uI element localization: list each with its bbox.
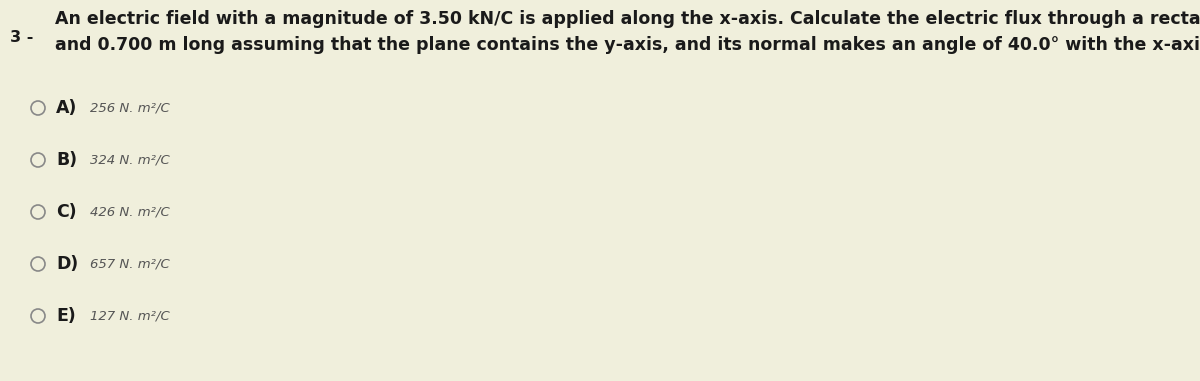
Text: 127 N. m²/C: 127 N. m²/C	[90, 309, 169, 322]
Text: 324 N. m²/C: 324 N. m²/C	[90, 154, 169, 166]
Text: and 0.700 m long assuming that the plane contains the y-axis, and its normal mak: and 0.700 m long assuming that the plane…	[55, 36, 1200, 54]
Text: A): A)	[56, 99, 77, 117]
Text: D): D)	[56, 255, 78, 273]
Text: 657 N. m²/C: 657 N. m²/C	[90, 258, 169, 271]
Text: An electric field with a magnitude of 3.50 kN/C is applied along the x-axis. Cal: An electric field with a magnitude of 3.…	[55, 10, 1200, 28]
Text: E): E)	[56, 307, 76, 325]
Text: 426 N. m²/C: 426 N. m²/C	[90, 205, 169, 218]
Text: 256 N. m²/C: 256 N. m²/C	[90, 101, 169, 115]
Text: B): B)	[56, 151, 77, 169]
Text: 3 -: 3 -	[10, 30, 34, 45]
Text: C): C)	[56, 203, 77, 221]
